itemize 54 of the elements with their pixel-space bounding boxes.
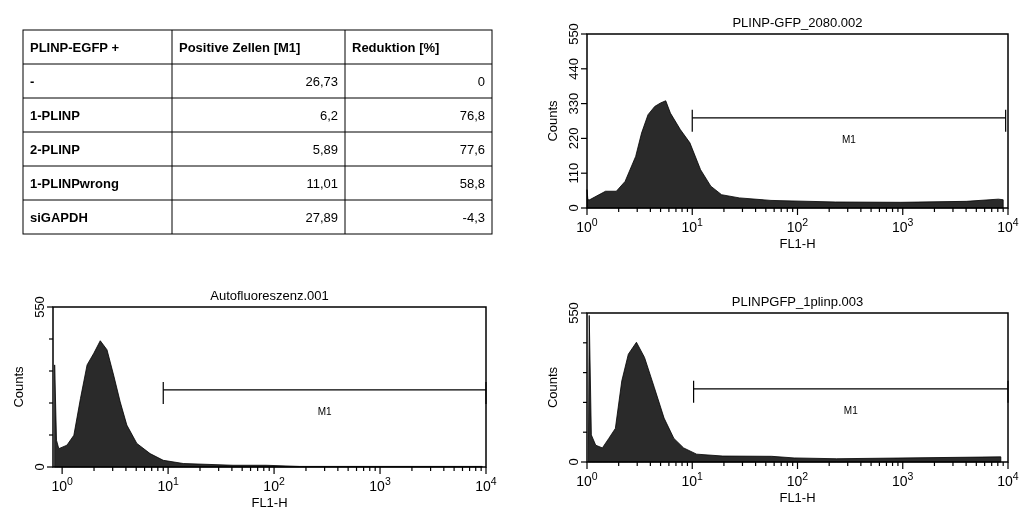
y-tick-label: 550 <box>32 296 47 318</box>
y-tick-label: 330 <box>566 92 581 115</box>
x-tick-label: 10$^{3}$ <box>892 216 914 235</box>
x-tick-label: 10$^{2}$ <box>786 216 809 235</box>
data-label: 0 <box>477 73 485 89</box>
x-axis-title: FL1-H <box>779 490 816 505</box>
x-tick-label: 10$^{1}$ <box>157 475 179 494</box>
y-tick-label: 550 <box>566 302 581 324</box>
x-axis-title: FL1-H <box>779 236 816 251</box>
y-axis-title: Counts <box>545 366 560 409</box>
x-tick-label: 10$^{0}$ <box>51 475 73 494</box>
data-label: 5,89 <box>312 141 338 157</box>
text: Positive Zellen [M1] <box>179 39 301 55</box>
x-tick-label: 10$^{2}$ <box>263 475 285 494</box>
x-tick-label: 10$^{1}$ <box>681 216 704 235</box>
data-label: 27,89 <box>305 209 338 225</box>
category-label: - <box>30 73 35 89</box>
y-axis-title: Counts <box>11 365 26 408</box>
data-label: 6,2 <box>319 107 338 123</box>
y-tick-label: 550 <box>566 23 581 45</box>
y-tick-label: 220 <box>566 127 581 150</box>
x-tick-label: 10$^{1}$ <box>681 470 704 489</box>
chart-title: PLINP-GFP_2080.002 <box>732 15 863 30</box>
x-tick-label: 10$^{4}$ <box>997 216 1019 235</box>
category-label: 2-PLINP <box>30 141 81 157</box>
data-label: 11,01 <box>306 175 338 191</box>
x-axis-title: FL1-H <box>251 495 288 510</box>
category-label: 1-PLINPwrong <box>30 175 119 191</box>
data-label: 26,73 <box>305 73 338 89</box>
category-label: 1-PLINP <box>30 107 81 123</box>
x-tick-label: 10$^{3}$ <box>369 475 391 494</box>
series-label: M1 <box>843 404 859 416</box>
x-tick-label: 10$^{0}$ <box>576 216 598 235</box>
y-tick-label: 440 <box>566 57 581 80</box>
data-label: 58,8 <box>459 175 485 191</box>
x-tick-label: 10$^{0}$ <box>576 470 598 489</box>
y-tick-label: 110 <box>566 162 581 184</box>
series-label: M1 <box>317 405 332 417</box>
text: Reduktion [%] <box>352 39 440 55</box>
data-label: 76,8 <box>459 107 485 123</box>
x-tick-label: 10$^{2}$ <box>786 470 809 489</box>
x-tick-label: 10$^{4}$ <box>475 475 497 494</box>
y-tick-label: 0 <box>566 458 581 466</box>
chart-title: Autofluoreszenz.001 <box>210 288 329 303</box>
data-label: -4,3 <box>462 209 485 225</box>
data-label: 77,6 <box>459 141 485 157</box>
y-axis-title: Counts <box>545 99 560 142</box>
chart-title: PLINPGFP_1plinp.003 <box>731 294 864 309</box>
y-tick-label: 0 <box>566 204 581 212</box>
x-tick-label: 10$^{4}$ <box>997 470 1019 489</box>
legend-title: PLINP-EGFP + <box>30 39 120 55</box>
x-tick-label: 10$^{3}$ <box>892 470 914 489</box>
category-label: siGAPDH <box>30 209 88 225</box>
series-label: M1 <box>842 133 857 145</box>
